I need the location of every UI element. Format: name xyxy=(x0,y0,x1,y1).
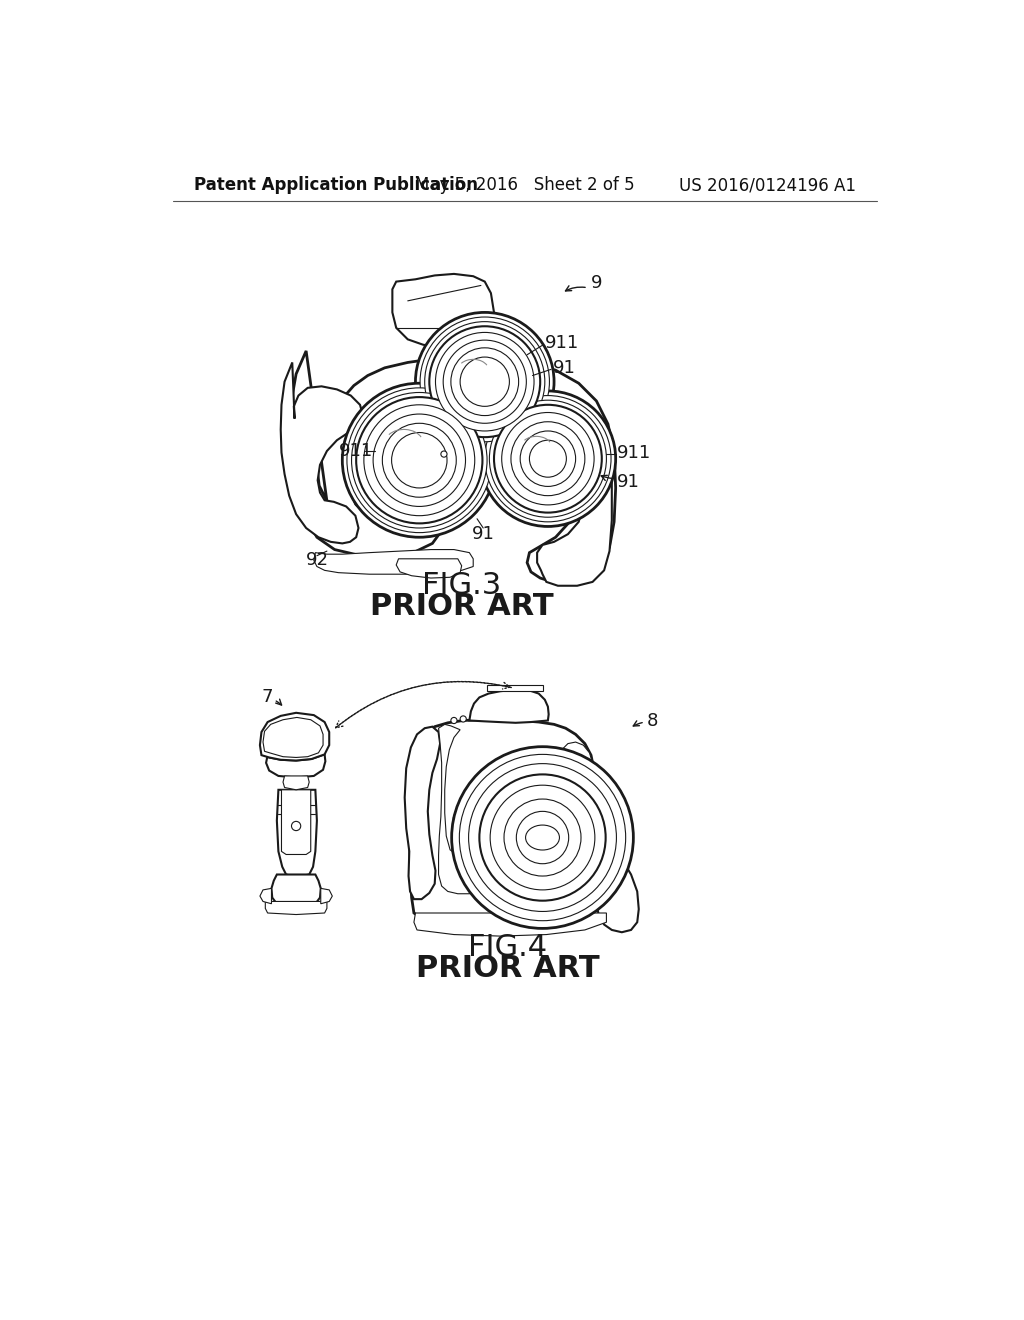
Circle shape xyxy=(489,400,606,517)
Circle shape xyxy=(342,383,497,537)
Circle shape xyxy=(460,358,509,407)
Circle shape xyxy=(490,785,595,890)
Polygon shape xyxy=(266,755,326,777)
Circle shape xyxy=(504,799,581,876)
Circle shape xyxy=(356,397,482,524)
Circle shape xyxy=(529,441,566,478)
Circle shape xyxy=(351,392,487,528)
Ellipse shape xyxy=(525,825,559,850)
Circle shape xyxy=(354,495,367,507)
FancyArrowPatch shape xyxy=(335,681,510,729)
Polygon shape xyxy=(469,689,549,723)
Polygon shape xyxy=(282,789,310,854)
Circle shape xyxy=(391,433,447,488)
Text: PRIOR ART: PRIOR ART xyxy=(416,954,600,983)
Polygon shape xyxy=(559,742,596,836)
Circle shape xyxy=(416,313,554,451)
Text: 91: 91 xyxy=(553,359,575,376)
Polygon shape xyxy=(321,888,333,904)
Text: FIG.4: FIG.4 xyxy=(468,933,548,962)
Text: 91: 91 xyxy=(472,525,495,543)
Polygon shape xyxy=(531,412,611,586)
Polygon shape xyxy=(283,776,309,789)
Circle shape xyxy=(520,430,575,487)
Circle shape xyxy=(451,718,457,723)
Circle shape xyxy=(516,812,568,863)
Circle shape xyxy=(511,422,585,496)
Polygon shape xyxy=(260,888,271,904)
Text: 7: 7 xyxy=(261,689,273,706)
Circle shape xyxy=(469,763,616,911)
Circle shape xyxy=(364,405,475,516)
Circle shape xyxy=(429,326,541,437)
Circle shape xyxy=(382,424,457,498)
Polygon shape xyxy=(438,725,477,894)
Polygon shape xyxy=(590,836,639,932)
Circle shape xyxy=(494,405,602,512)
Polygon shape xyxy=(414,913,606,936)
Polygon shape xyxy=(392,275,494,347)
Text: 911: 911 xyxy=(617,444,651,462)
Circle shape xyxy=(502,412,594,506)
Polygon shape xyxy=(396,558,462,578)
Text: PRIOR ART: PRIOR ART xyxy=(370,593,554,620)
Circle shape xyxy=(460,755,626,921)
Polygon shape xyxy=(263,718,323,758)
Circle shape xyxy=(451,348,518,416)
Polygon shape xyxy=(487,685,543,692)
Text: US 2016/0124196 A1: US 2016/0124196 A1 xyxy=(679,177,856,194)
Polygon shape xyxy=(271,875,321,907)
Circle shape xyxy=(347,388,492,532)
Circle shape xyxy=(452,747,634,928)
Text: May 5, 2016   Sheet 2 of 5: May 5, 2016 Sheet 2 of 5 xyxy=(415,177,635,194)
Circle shape xyxy=(484,396,611,521)
Circle shape xyxy=(367,499,378,511)
Circle shape xyxy=(373,414,466,507)
Circle shape xyxy=(441,451,447,457)
Circle shape xyxy=(443,341,526,424)
Polygon shape xyxy=(276,789,316,876)
Polygon shape xyxy=(410,719,596,935)
Circle shape xyxy=(454,810,470,828)
Text: FIG.3: FIG.3 xyxy=(422,572,502,601)
Polygon shape xyxy=(260,713,330,760)
Circle shape xyxy=(460,715,466,722)
Circle shape xyxy=(420,317,550,446)
Text: 911: 911 xyxy=(339,442,373,459)
Circle shape xyxy=(435,333,535,430)
Text: 911: 911 xyxy=(545,334,579,352)
Text: 91: 91 xyxy=(617,473,640,491)
Text: 92: 92 xyxy=(306,552,329,569)
Circle shape xyxy=(479,775,605,900)
Polygon shape xyxy=(265,902,327,915)
Polygon shape xyxy=(313,549,473,574)
Text: 9: 9 xyxy=(591,275,602,292)
Circle shape xyxy=(425,322,545,442)
Text: 8: 8 xyxy=(646,711,657,730)
FancyArrowPatch shape xyxy=(336,681,511,727)
Polygon shape xyxy=(281,363,364,544)
Polygon shape xyxy=(291,351,615,582)
Text: Patent Application Publication: Patent Application Publication xyxy=(194,177,478,194)
Polygon shape xyxy=(404,726,440,899)
Circle shape xyxy=(480,391,615,527)
Circle shape xyxy=(292,821,301,830)
